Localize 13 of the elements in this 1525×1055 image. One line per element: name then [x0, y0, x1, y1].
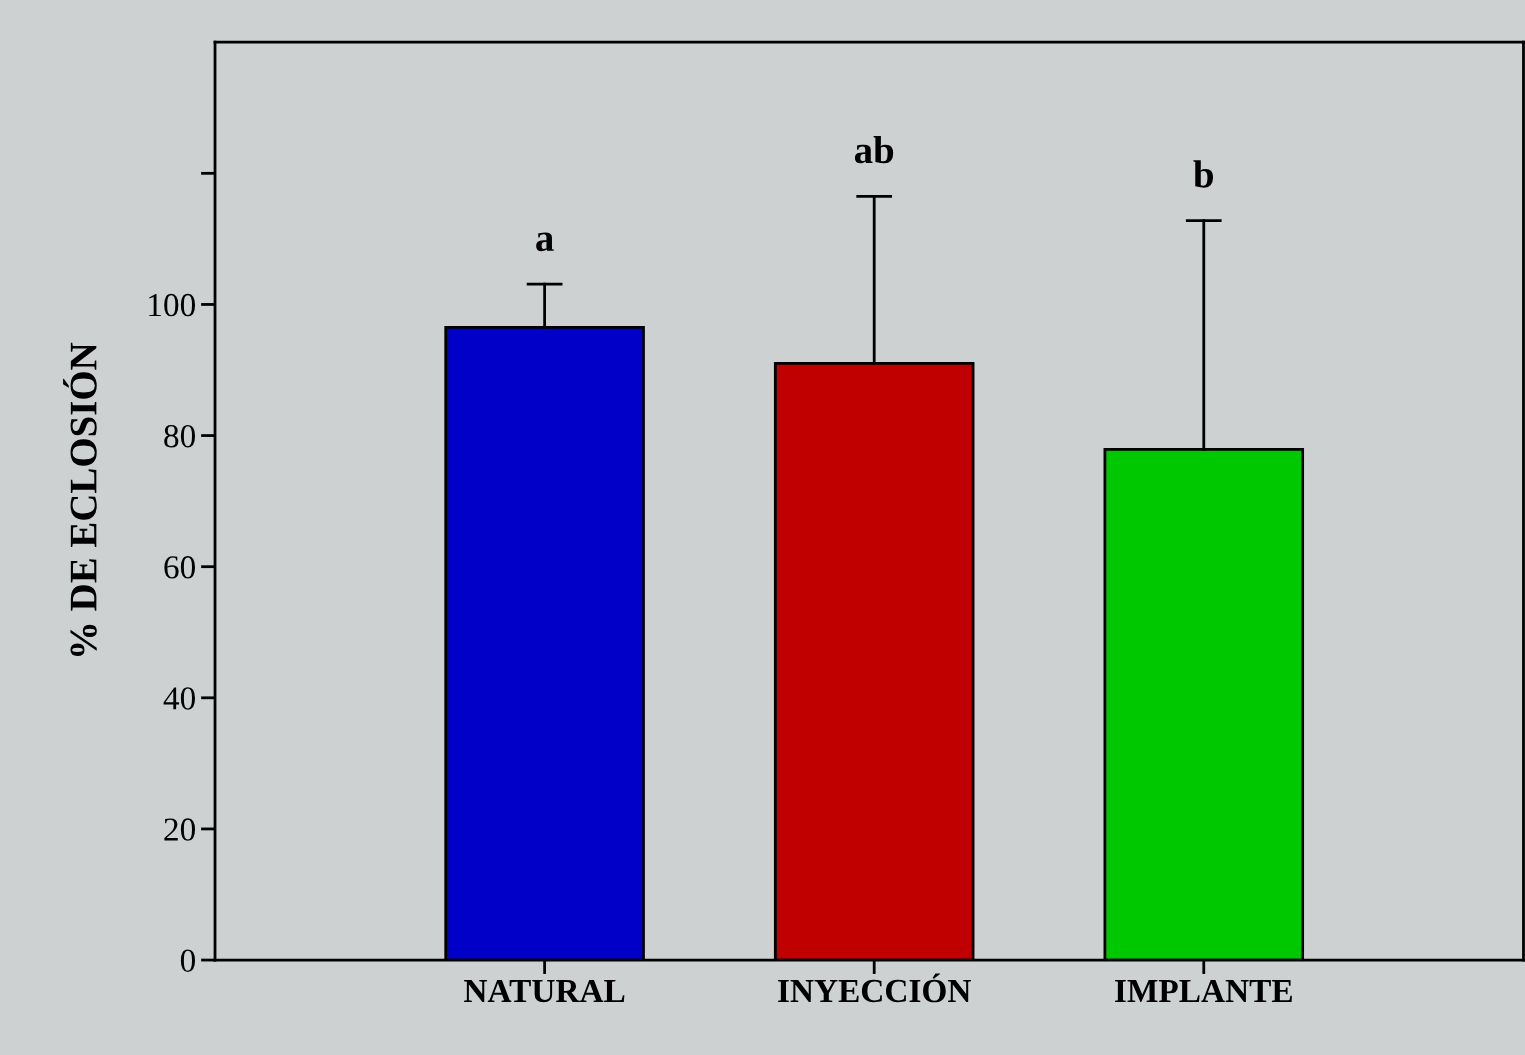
annotation: a: [536, 232, 554, 252]
x-tick-label: INYECCIÓN: [778, 973, 971, 1003]
y-tick-label: 100: [149, 293, 195, 317]
y-tick-label: 40: [163, 687, 195, 710]
annotation: ab: [854, 136, 894, 164]
y-tick-label: 20: [164, 818, 195, 841]
x-tick-label: NATURAL: [464, 979, 625, 1003]
y-tick-label: 60: [164, 556, 195, 579]
y-axis-title: % DE ECLOSIÓN: [63, 342, 97, 656]
x-tick-label: IMPLANTE: [1115, 979, 1292, 1002]
annotation: b: [1193, 160, 1214, 188]
y-tick-label: 0: [180, 949, 195, 972]
y-tick-label: 80: [164, 424, 195, 448]
